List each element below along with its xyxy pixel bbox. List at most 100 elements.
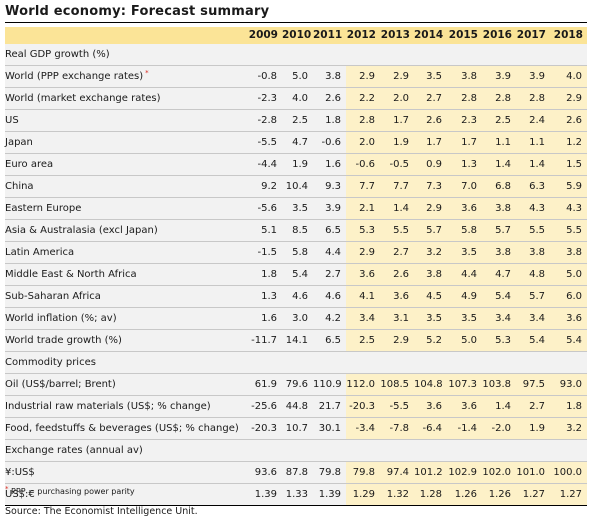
page-title: World economy: Forecast summary (5, 4, 587, 23)
value-cell: 108.5 (380, 373, 414, 396)
value-cell: 3.5 (414, 65, 447, 88)
year-header: 2016 (482, 27, 516, 44)
value-cell: 2.5 (282, 109, 313, 132)
value-cell: 3.8 (414, 263, 447, 286)
value-cell: 93.0 (550, 373, 587, 396)
row-label-cell: Eastern Europe (5, 197, 247, 220)
value-cell: 1.26 (482, 483, 516, 506)
value-cell: 2.9 (380, 65, 414, 88)
value-cell: 102.0 (482, 461, 516, 484)
value-cell: 3.8 (550, 241, 587, 264)
table-body: Real GDP growth (%) World (PPP exchange r… (5, 44, 587, 506)
value-cell: 2.8 (516, 87, 550, 110)
value-cell: 3.5 (447, 241, 482, 264)
value-cell: 5.0 (447, 329, 482, 352)
value-cell: 1.39 (313, 483, 346, 506)
value-cell: -5.5 (247, 131, 282, 154)
value-cell: 7.7 (380, 175, 414, 198)
forecast-table: 2009 2010 2011 2012 2013 2014 2015 2016 2017 2018… (5, 27, 587, 506)
value-cell: -0.5 (380, 153, 414, 176)
value-cell: 112.0 (346, 373, 380, 396)
value-cell: 4.5 (414, 285, 447, 308)
row-label-cell: Middle East & North Africa (5, 263, 247, 286)
section-label: Exchange rates (annual av) (5, 439, 587, 462)
value-cell: 3.8 (447, 65, 482, 88)
value-cell: 3.0 (282, 307, 313, 330)
value-cell: 2.6 (380, 263, 414, 286)
value-cell: 3.8 (516, 241, 550, 264)
row-label-cell: Food, feedstuffs & beverages (US$; % cha… (5, 417, 247, 440)
section-header-row: Real GDP growth (%) (5, 44, 587, 66)
value-cell: 101.0 (516, 461, 550, 484)
value-cell: 3.8 (482, 241, 516, 264)
value-cell: 5.3 (482, 329, 516, 352)
value-cell: -3.4 (346, 417, 380, 440)
value-cell: 2.9 (414, 197, 447, 220)
value-cell: 103.8 (482, 373, 516, 396)
value-cell: -5.5 (380, 395, 414, 418)
value-cell: 4.3 (516, 197, 550, 220)
row-label-cell: Asia & Australasia (excl Japan) (5, 219, 247, 242)
value-cell: 2.1 (346, 197, 380, 220)
value-cell: 1.32 (380, 483, 414, 506)
row-label: Japan (5, 137, 33, 148)
value-cell: 3.9 (516, 65, 550, 88)
row-label: China (5, 181, 34, 192)
value-cell: 5.1 (247, 219, 282, 242)
year-header: 2010 (282, 27, 313, 44)
value-cell: 102.9 (447, 461, 482, 484)
value-cell: 0.9 (414, 153, 447, 176)
source-note: Source: The Economist Intelligence Unit. (5, 506, 198, 517)
value-cell: 97.5 (516, 373, 550, 396)
value-cell: 2.8 (346, 109, 380, 132)
value-cell: 5.7 (414, 219, 447, 242)
table-row: Euro area -4.4 1.9 1.6 -0.6 -0.5 0.9 1.3 1.4 1.4 1… (5, 153, 587, 176)
row-label: Latin America (5, 247, 75, 258)
value-cell: 44.8 (282, 395, 313, 418)
value-cell: -1.5 (247, 241, 282, 264)
row-label: US$:€ (5, 489, 35, 500)
value-cell: -4.4 (247, 153, 282, 176)
value-cell: -0.6 (313, 131, 346, 154)
value-cell: 2.7 (414, 87, 447, 110)
value-cell: 4.6 (282, 285, 313, 308)
value-cell: 1.9 (516, 417, 550, 440)
row-label-cell: World inflation (%; av) (5, 307, 247, 330)
row-label: World (market exchange rates) (5, 93, 161, 104)
row-label: US (5, 115, 19, 126)
table-row: Industrial raw materials (US$; % change)… (5, 395, 587, 418)
value-cell: 4.3 (550, 197, 587, 220)
value-cell: 3.4 (482, 307, 516, 330)
year-header-row: 2009 2010 2011 2012 2013 2014 2015 2016 2017 2018 (5, 27, 587, 44)
value-cell: 5.9 (550, 175, 587, 198)
value-cell: 4.8 (516, 263, 550, 286)
value-cell: 2.6 (414, 109, 447, 132)
value-cell: 6.5 (313, 329, 346, 352)
value-cell: 79.8 (313, 461, 346, 484)
value-cell: 2.4 (516, 109, 550, 132)
value-cell: 3.5 (282, 197, 313, 220)
value-cell: 110.9 (313, 373, 346, 396)
value-cell: 4.0 (550, 65, 587, 88)
value-cell: 3.6 (550, 307, 587, 330)
table-row: World (PPP exchange rates) * -0.8 5.0 3.8 2.9… (5, 65, 587, 88)
value-cell: 5.8 (447, 219, 482, 242)
value-cell: 2.7 (516, 395, 550, 418)
value-cell: 9.3 (313, 175, 346, 198)
table-row: Food, feedstuffs & beverages (US$; % cha… (5, 417, 587, 440)
row-label: Sub-Saharan Africa (5, 291, 101, 302)
year-header: 2012 (346, 27, 380, 44)
row-label: World (PPP exchange rates) (5, 71, 144, 82)
value-cell: 1.3 (447, 153, 482, 176)
row-label-cell: Industrial raw materials (US$; % change) (5, 395, 247, 418)
value-cell: 5.8 (282, 241, 313, 264)
value-cell: 1.9 (282, 153, 313, 176)
value-cell: 5.3 (346, 219, 380, 242)
value-cell: 4.4 (313, 241, 346, 264)
value-cell: 2.9 (346, 65, 380, 88)
value-cell: 1.27 (516, 483, 550, 506)
table-row: Sub-Saharan Africa 1.3 4.6 4.6 4.1 3.6 4.5 4.9 5… (5, 285, 587, 308)
value-cell: 2.7 (313, 263, 346, 286)
row-label: World inflation (%; av) (5, 313, 117, 324)
header-label-cell (5, 27, 247, 44)
